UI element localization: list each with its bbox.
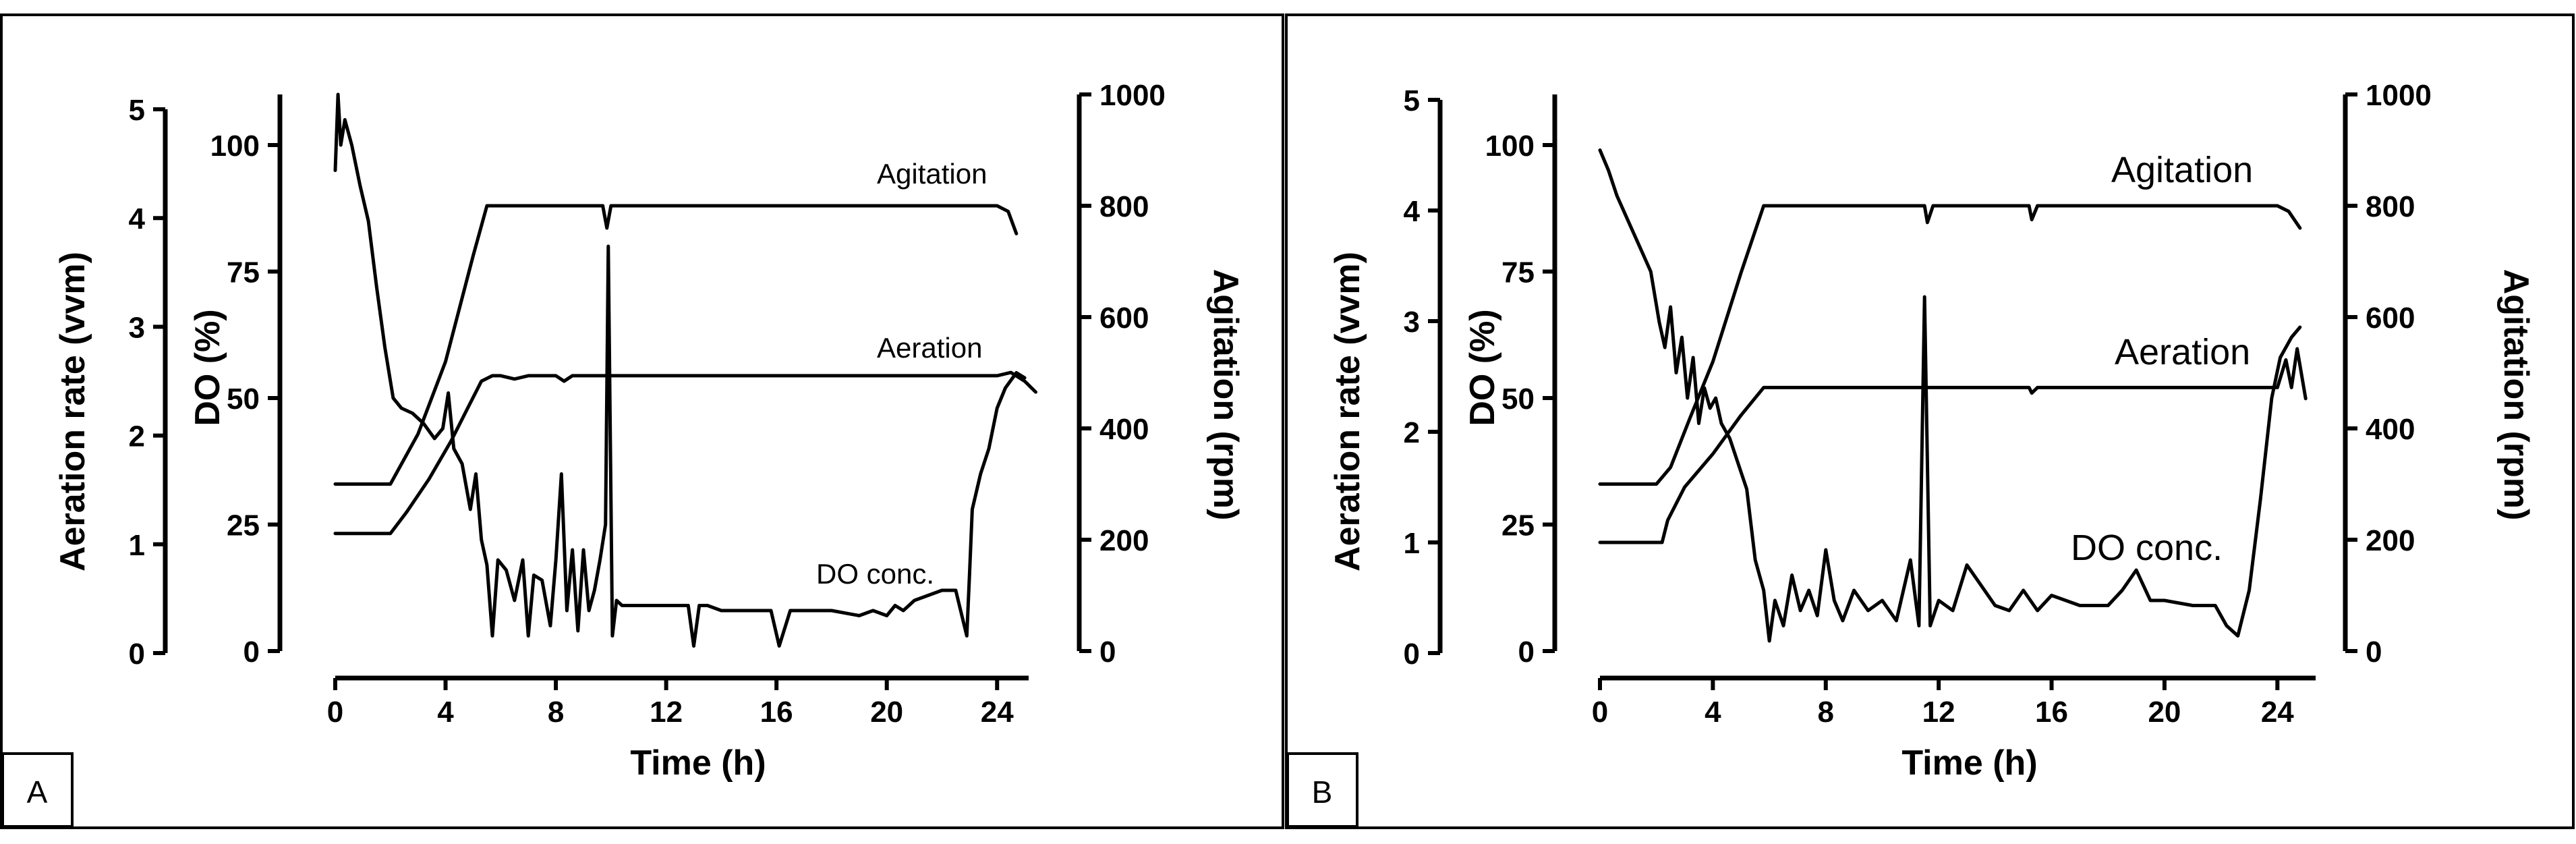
panel-a-do-tick-label: 100: [210, 130, 260, 163]
panel-b-aeration-axis-title: Aeration rate (vvm): [1328, 252, 1367, 571]
panel-b-do-annotation: DO conc.: [2071, 528, 2223, 568]
panel-b-aeration-annotation: Aeration: [2115, 332, 2250, 372]
panel-b-x-tick-label: 0: [1592, 696, 1608, 729]
panel-b-agitation-tick-label: 0: [2366, 636, 2382, 669]
panel-b-do-axis-title: DO (%): [1463, 309, 1502, 426]
panel-a-do-axis-title: DO (%): [188, 309, 227, 426]
panel-b-agitation-tick-label: 200: [2366, 524, 2415, 557]
panel-b-x-tick-label: 20: [2148, 696, 2181, 729]
panel-b-do-tick-label: 100: [1485, 130, 1535, 163]
panel-a-agitation-tick-label: 200: [1099, 524, 1149, 557]
panel-a-aeration-tick-label: 5: [129, 94, 145, 127]
panel-a-x-tick-label: 12: [650, 696, 683, 729]
panel-a-label: A: [27, 775, 48, 810]
panel-a-do-annotation: DO conc.: [816, 558, 934, 590]
panel-a-agitation-line: [333, 204, 1019, 486]
panel-a-x-tick-label: 24: [981, 696, 1014, 729]
panel-b-x-axis-title: Time (h): [1901, 743, 2037, 783]
panel-a-agitation-annotation: Agitation: [877, 158, 987, 190]
panel-a-agitation-tick-label: 600: [1099, 302, 1149, 335]
panel-a-do-tick-label: 0: [244, 636, 260, 669]
panel-a-aeration-tick-label: 0: [129, 638, 145, 671]
panel-b-x-tick-label: 16: [2035, 696, 2068, 729]
panel-a-do-conc-line: [333, 92, 1027, 648]
panel-b-aeration-tick-label: 3: [1404, 306, 1420, 339]
panel-b-aeration-tick-label: 2: [1404, 416, 1420, 449]
panel-a-agitation-tick-label: 800: [1099, 190, 1149, 223]
panel-b-agitation-tick-label: 800: [2366, 190, 2415, 223]
panel-b-agitation-tick-label: 400: [2366, 413, 2415, 446]
panel-b-aeration-tick-label: 0: [1404, 638, 1420, 671]
panel-b-label-box: [1286, 752, 1358, 828]
panel-a: A Aeration rate (vvm) DO (%) Agitation (…: [0, 13, 1284, 829]
panel-a-do-tick-label: 75: [227, 256, 260, 289]
panel-a-agitation-axis-title: Agitation (rpm): [1206, 269, 1245, 521]
panel-a-agitation-tick-label: 400: [1099, 413, 1149, 446]
panel-b-x-tick-label: 8: [1818, 696, 1834, 729]
panel-a-aeration-line: [333, 370, 1037, 536]
panel-b-do-tick-label: 50: [1501, 383, 1535, 416]
panel-b-agitation-tick-label: 1000: [2366, 79, 2432, 112]
panel-b-aeration-tick-label: 1: [1404, 527, 1420, 560]
panel-b-do-tick-label: 25: [1501, 509, 1535, 542]
panel-b: B Aeration rate (vvm) DO (%) Agitation (…: [1285, 13, 2575, 829]
panel-b-x-tick-label: 12: [1922, 696, 1955, 729]
panel-b-agitation-axis-title: Agitation (rpm): [2496, 269, 2536, 521]
panel-a-x-tick-label: 8: [548, 696, 564, 729]
panel-a-label-box: [1, 752, 74, 828]
panel-a-x-tick-label: 0: [327, 696, 343, 729]
panel-a-aeration-tick-label: 3: [129, 311, 145, 344]
panel-a-aeration-tick-label: 2: [129, 420, 145, 453]
panel-a-agitation-tick-label: 0: [1099, 636, 1116, 669]
panel-b-agitation-annotation: Agitation: [2111, 150, 2253, 190]
panel-b-x-tick-label: 4: [1705, 696, 1721, 729]
panel-b-aeration-tick-label: 5: [1404, 84, 1420, 117]
panel-a-x-tick-label: 16: [760, 696, 793, 729]
panel-a-aeration-axis-title: Aeration rate (vvm): [53, 252, 92, 571]
panel-b-do-tick-label: 0: [1518, 636, 1535, 669]
panel-a-x-tick-label: 20: [870, 696, 903, 729]
panel-a-do-tick-label: 50: [227, 383, 260, 416]
panel-b-x-tick-label: 24: [2261, 696, 2294, 729]
panel-b-agitation-line: [1598, 204, 2302, 486]
panel-a-frame: [0, 13, 1284, 829]
panel-a-x-tick-label: 4: [437, 696, 454, 729]
panel-a-aeration-annotation: Aeration: [877, 332, 982, 364]
panel-b-aeration-tick-label: 4: [1404, 195, 1421, 228]
panel-b-frame: [1285, 13, 2575, 829]
panel-a-do-tick-label: 25: [227, 509, 260, 542]
panel-a-aeration-tick-label: 4: [129, 202, 146, 235]
panel-b-do-tick-label: 75: [1501, 256, 1535, 289]
panel-b-agitation-tick-label: 600: [2366, 302, 2415, 335]
panel-b-label: B: [1312, 775, 1333, 810]
panel-a-aeration-tick-label: 1: [129, 529, 145, 562]
panel-a-agitation-tick-label: 1000: [1099, 79, 1166, 112]
panel-a-x-axis-title: Time (h): [630, 743, 766, 783]
panel-b-do-conc-line: [1598, 148, 2302, 643]
